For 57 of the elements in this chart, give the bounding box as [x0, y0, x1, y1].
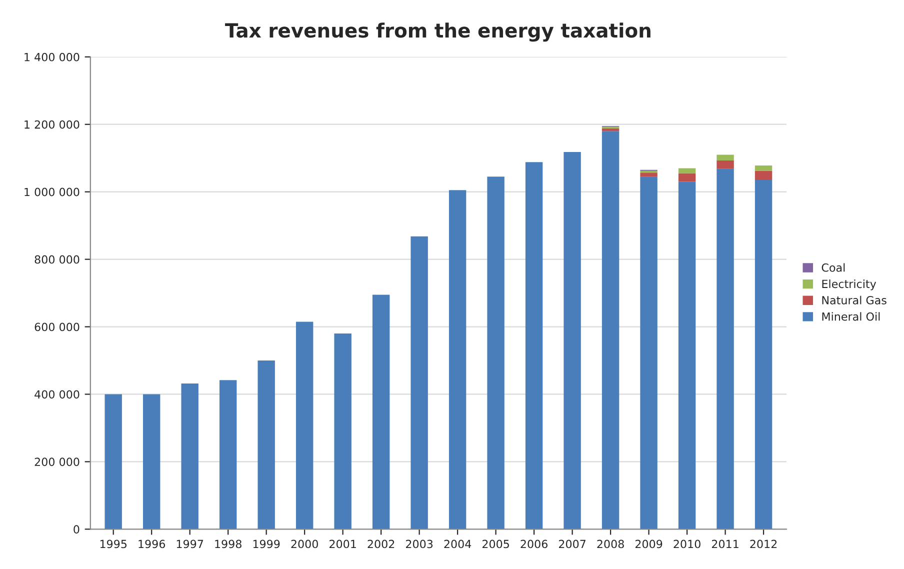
x-tick-label: 2005	[482, 540, 509, 548]
bar	[716, 168, 734, 530]
legend-label: Electricity	[822, 280, 876, 290]
bar	[678, 168, 696, 174]
bar	[754, 180, 772, 530]
y-tick-label: 1 400 000	[24, 52, 80, 62]
bar	[104, 394, 122, 530]
bar	[372, 294, 390, 530]
bar	[181, 383, 198, 530]
bar	[640, 172, 658, 177]
x-tick-label: 2010	[674, 540, 700, 548]
x-tick-label: 2002	[368, 540, 394, 548]
bar	[754, 170, 772, 180]
bar	[410, 236, 428, 530]
bar	[564, 152, 581, 530]
bar	[678, 182, 696, 530]
y-tick-label: 400 000	[34, 390, 80, 399]
legend-label: Mineral Oil	[822, 312, 880, 321]
bar	[296, 322, 314, 530]
bar	[258, 360, 275, 530]
x-tick-label: 1997	[176, 540, 204, 548]
x-tick-label: 1998	[215, 540, 242, 548]
x-tick-label: 2000	[291, 540, 318, 548]
bar	[602, 131, 620, 530]
y-tick-label: 800 000	[34, 255, 80, 264]
bar	[716, 160, 734, 169]
bar	[640, 176, 658, 530]
y-tick-label: 200 000	[34, 458, 80, 466]
x-tick-label: 2011	[712, 540, 738, 548]
bar	[754, 166, 772, 171]
bar	[448, 190, 466, 530]
bar	[525, 162, 543, 530]
x-tick-label: 2003	[406, 540, 433, 548]
bar	[219, 380, 237, 530]
x-tick-label: 2008	[597, 540, 624, 548]
bar	[678, 173, 696, 182]
bar	[487, 176, 504, 530]
x-tick-label: 2012	[750, 540, 777, 548]
x-tick-label: 1999	[253, 540, 280, 548]
y-tick-label: 1 200 000	[24, 120, 80, 129]
x-tick-label: 2009	[635, 540, 662, 548]
chart-title: Tax revenues from the energy taxation	[225, 22, 650, 42]
x-tick-label: 1996	[138, 540, 166, 548]
bar	[334, 334, 352, 530]
legend-label: Coal	[822, 263, 845, 272]
bar	[716, 154, 734, 160]
x-tick-label: 1995	[100, 540, 127, 548]
bar	[142, 394, 160, 530]
y-tick-label: 600 000	[34, 322, 80, 332]
y-tick-label: 1 000 000	[24, 188, 80, 196]
bar	[602, 128, 620, 132]
x-tick-label: 2007	[558, 540, 586, 548]
x-tick-label: 2006	[520, 540, 548, 548]
x-tick-label: 2001	[330, 540, 356, 548]
y-tick-label: 0	[74, 525, 80, 534]
x-tick-label: 2004	[444, 540, 472, 548]
legend-label: Natural Gas	[822, 296, 886, 304]
